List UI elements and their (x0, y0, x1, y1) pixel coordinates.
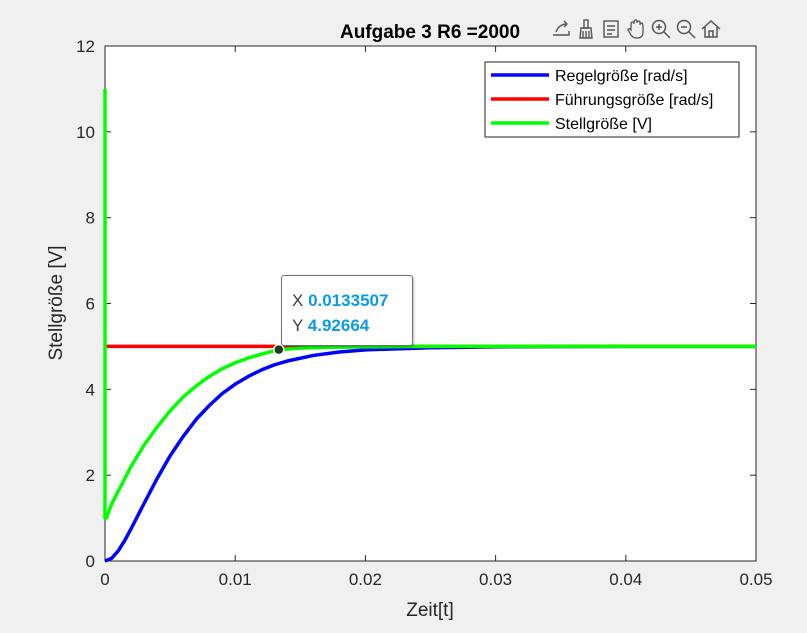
y-tick-label: 12 (76, 37, 95, 56)
datatip-x-value: 0.0133507 (308, 291, 389, 310)
y-tick-label: 8 (86, 209, 95, 228)
data-tips-icon[interactable] (598, 15, 623, 43)
chart-title: Aufgabe 3 R6 =2000 (340, 22, 520, 43)
datatip-x-label: X (292, 291, 304, 310)
datatip-x-row: X 0.0133507 (292, 288, 412, 313)
home-icon[interactable] (698, 15, 723, 43)
legend: Regelgröße [rad/s] Führungsgröße [rad/s] S… (484, 61, 740, 138)
datatip-marker[interactable] (273, 343, 285, 356)
datatip[interactable]: X 0.0133507 Y 4.92664 (281, 275, 413, 346)
datatip-marker-group (273, 343, 285, 356)
datatip-y-row: Y 4.92664 (292, 313, 412, 338)
series-line-3 (103, 88, 756, 520)
y-tick-label: 2 (86, 466, 95, 485)
x-tick-label: 0.01 (219, 570, 252, 589)
x-axis-label: Zeit[t] (406, 600, 454, 621)
zoom-in-icon[interactable] (648, 15, 673, 43)
x-tick-label: 0.02 (349, 570, 382, 589)
datatip-y-label: Y (292, 316, 304, 335)
x-tick-label: 0 (100, 570, 109, 589)
series-line-1 (104, 344, 756, 563)
legend-label: Führungsgröße [rad/s] (555, 92, 713, 109)
y-tick-label: 4 (86, 380, 95, 399)
legend-label: Stellgröße [V] (555, 116, 652, 133)
x-tick-label: 0.04 (609, 570, 642, 589)
zoom-out-icon[interactable] (673, 15, 698, 43)
datatip-y-value: 4.92664 (307, 316, 370, 335)
x-tick-label: 0.05 (739, 570, 772, 589)
y-tick-label: 6 (86, 295, 95, 314)
series-lines (103, 88, 756, 563)
x-tick-label: 0.03 (479, 570, 512, 589)
brush-icon[interactable] (573, 15, 598, 43)
legend-label: Regelgröße [rad/s] (555, 68, 688, 85)
axis-ticks: 0 0.01 0.02 0.03 0.04 0.05 0 2 4 6 8 10 12 (76, 37, 772, 589)
y-tick-label: 10 (76, 123, 95, 142)
axes-toolbar (548, 14, 723, 44)
y-axis-label: Stellgröße [V] (46, 245, 67, 360)
export-icon[interactable] (548, 15, 573, 43)
y-tick-label: 0 (86, 552, 95, 571)
pan-icon[interactable] (623, 15, 648, 43)
